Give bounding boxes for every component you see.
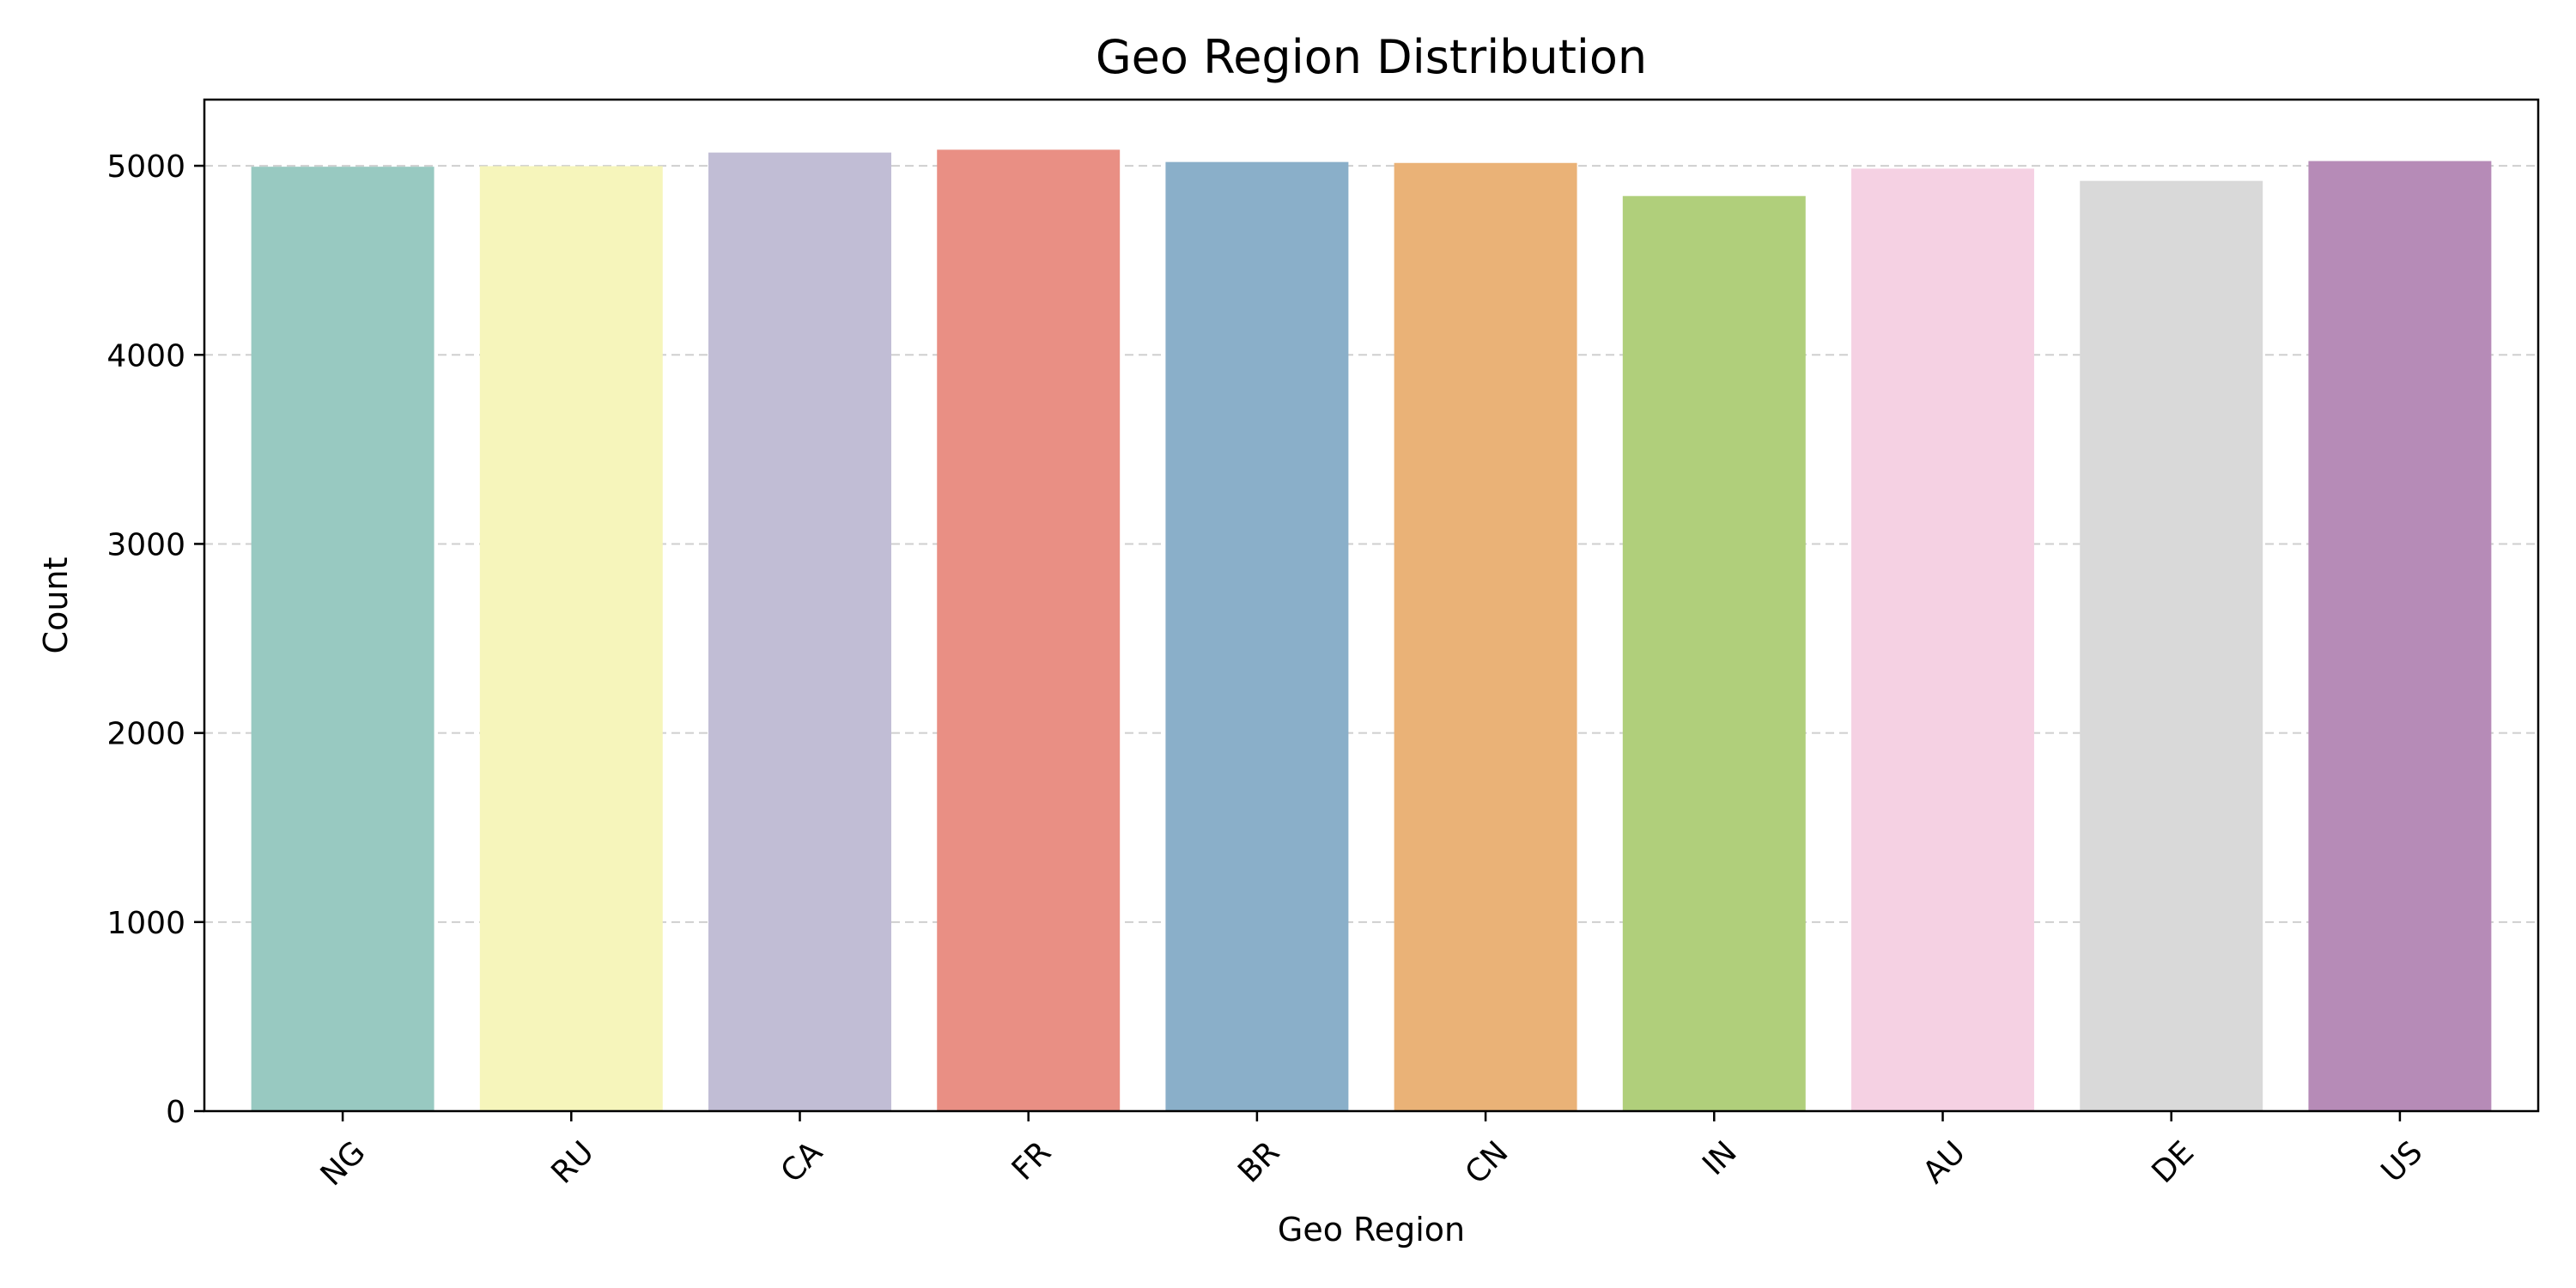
bar-br xyxy=(1165,161,1349,1112)
y-axis-ticks: 0 1000 2000 3000 4000 5000 xyxy=(106,149,204,1130)
bar-ca xyxy=(708,152,891,1111)
bar-ng xyxy=(251,167,434,1111)
bar-cn xyxy=(1394,162,1577,1112)
x-tick-label: NG xyxy=(314,1134,373,1193)
x-tick-label: AU xyxy=(1917,1134,1972,1190)
x-tick-label: DE xyxy=(2145,1134,2201,1190)
y-tick-label: 4000 xyxy=(106,338,185,374)
bar-au xyxy=(1851,168,2034,1112)
y-tick-label: 5000 xyxy=(106,149,185,185)
y-tick-label: 2000 xyxy=(106,717,185,752)
x-tick-label: US xyxy=(2375,1134,2430,1189)
y-tick-label: 0 xyxy=(166,1095,185,1130)
x-tick-label: IN xyxy=(1696,1134,1744,1182)
bar-in xyxy=(1622,196,1806,1112)
bar-de xyxy=(2080,180,2263,1111)
x-tick-label: CA xyxy=(775,1134,829,1189)
y-tick-label: 1000 xyxy=(106,906,185,941)
bar-fr xyxy=(937,149,1121,1112)
chart-title: Geo Region Distribution xyxy=(1096,30,1647,84)
x-tick-label: CN xyxy=(1459,1134,1516,1191)
x-axis-ticks: NG RU CA FR BR CN IN AU DE US xyxy=(314,1111,2430,1193)
x-tick-label: BR xyxy=(1231,1134,1286,1189)
bar-us xyxy=(2308,161,2492,1111)
bars-group xyxy=(251,149,2492,1112)
x-tick-label: FR xyxy=(1005,1134,1058,1187)
bar-ru xyxy=(479,166,663,1111)
x-axis-label: Geo Region xyxy=(1278,1211,1465,1249)
y-tick-label: 3000 xyxy=(106,527,185,562)
plot-frame xyxy=(203,98,2540,1113)
y-axis-label: Count xyxy=(37,557,75,654)
x-tick-label: RU xyxy=(544,1134,600,1190)
